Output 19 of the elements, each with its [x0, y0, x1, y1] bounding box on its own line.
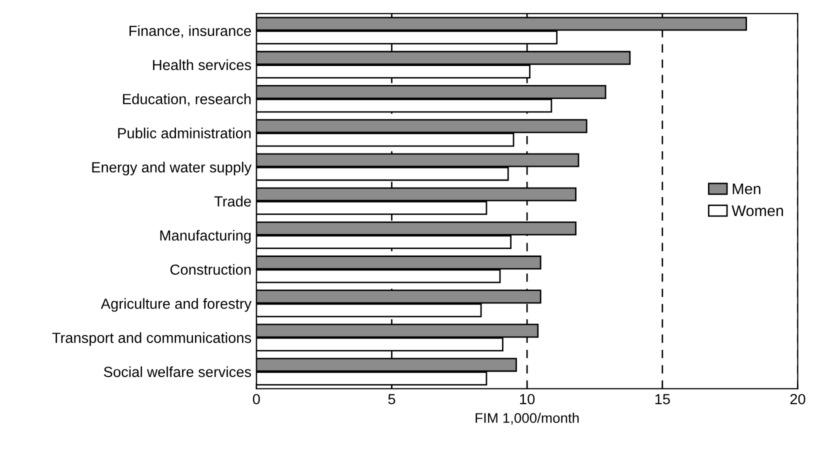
- y-tick-label: Social welfare services: [104, 366, 252, 378]
- y-tick-label: Transport and communications: [52, 332, 252, 346]
- y-tick-label: Construction: [170, 264, 251, 275]
- x-tick-label: 10: [520, 394, 535, 404]
- x-tick-label: 15: [655, 394, 670, 404]
- y-tick-label: Public administration: [118, 128, 251, 138]
- y-tick-label: Trade: [214, 196, 251, 207]
- y-tick-label: Health services: [153, 59, 252, 70]
- legend-label: Women: [732, 206, 783, 216]
- x-axis-title: FIM 1,000/month: [476, 412, 579, 425]
- y-tick-label: Manufacturing: [160, 230, 251, 244]
- x-tick-label: 5: [388, 394, 396, 404]
- y-tick-label: Agriculture and forestry: [100, 298, 252, 312]
- legend-label: Men: [732, 184, 760, 194]
- x-tick-label: 20: [790, 394, 806, 404]
- x-tick-label: 0: [252, 394, 260, 404]
- y-tick-label: Finance, insurance: [130, 25, 251, 38]
- y-tick-label: Education, research: [123, 94, 251, 106]
- y-tick-label: Energy and water supply: [92, 162, 252, 176]
